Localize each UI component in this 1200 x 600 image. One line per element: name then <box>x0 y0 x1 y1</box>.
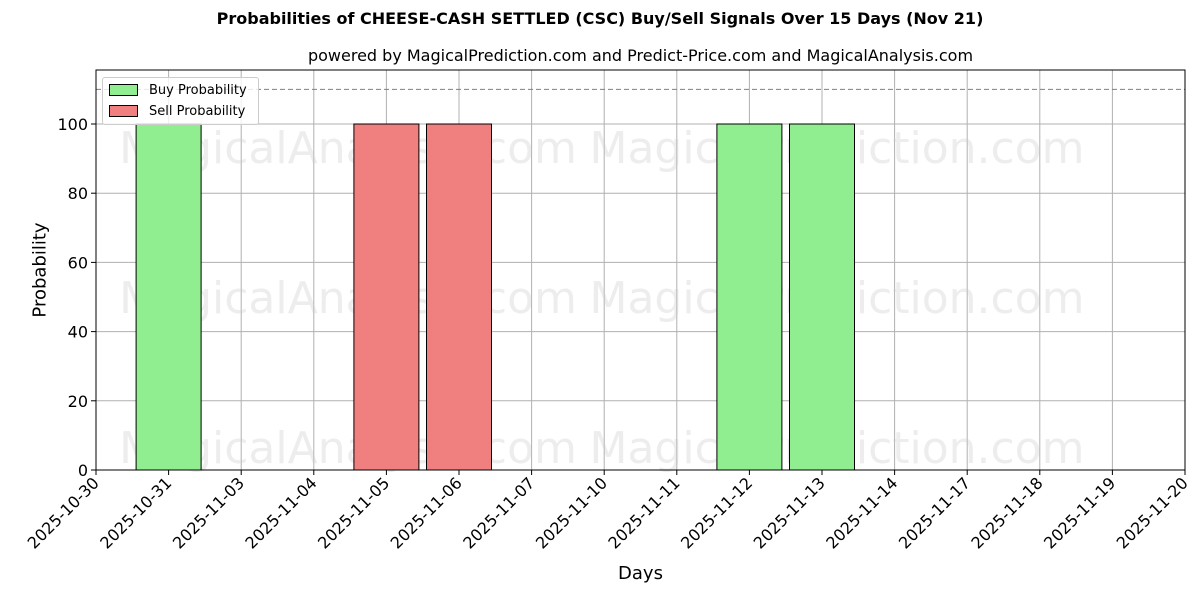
legend-buy-label: Buy Probability <box>149 82 247 98</box>
legend: Buy Probability Sell Probability <box>102 77 259 125</box>
bar-buy-probability-2025-10-31 <box>135 123 202 471</box>
svg-text:2025-11-05: 2025-11-05 <box>314 473 393 552</box>
watermarks: MagicalAnalysis.comMagicalPrediction.com… <box>119 123 1084 474</box>
svg-text:60: 60 <box>68 253 88 272</box>
svg-text:2025-11-10: 2025-11-10 <box>532 473 611 552</box>
x-axis-label: Days <box>618 563 663 584</box>
bar-buy-probability-2025-11-12 <box>716 123 783 471</box>
svg-text:2025-11-19: 2025-11-19 <box>1040 473 1119 552</box>
sell-swatch-icon <box>109 105 138 117</box>
chart-subtitle: powered by MagicalPrediction.com and Pre… <box>307 46 974 65</box>
legend-item-buy: Buy Probability <box>109 82 247 98</box>
svg-text:2025-11-12: 2025-11-12 <box>677 473 756 552</box>
svg-text:2025-11-11: 2025-11-11 <box>604 473 683 552</box>
svg-text:2025-11-03: 2025-11-03 <box>169 473 248 552</box>
y-axis-label: Probability <box>29 222 51 318</box>
x-axis-ticks: 2025-10-302025-10-312025-11-032025-11-04… <box>24 470 1192 553</box>
bar-buy-probability-2025-11-13 <box>789 123 855 471</box>
svg-text:2025-11-18: 2025-11-18 <box>967 473 1046 552</box>
bars <box>135 123 855 471</box>
svg-text:2025-11-07: 2025-11-07 <box>459 473 538 552</box>
svg-text:20: 20 <box>68 392 88 411</box>
plot-frame <box>95 69 1186 471</box>
legend-sell-label: Sell Probability <box>149 103 246 119</box>
svg-text:2025-10-30: 2025-10-30 <box>24 473 103 552</box>
svg-text:2025-11-20: 2025-11-20 <box>1113 473 1192 552</box>
svg-text:0: 0 <box>78 461 88 480</box>
svg-text:2025-11-13: 2025-11-13 <box>750 473 829 552</box>
svg-text:40: 40 <box>68 323 88 342</box>
svg-text:100: 100 <box>57 115 88 134</box>
svg-text:2025-11-06: 2025-11-06 <box>387 473 466 552</box>
svg-text:80: 80 <box>68 184 88 203</box>
bar-sell-probability-2025-11-06 <box>426 123 492 471</box>
buy-swatch-icon <box>109 84 138 96</box>
bar-sell-probability-2025-11-05 <box>353 123 420 471</box>
chart-title: Probabilities of CHEESE-CASH SETTLED (CS… <box>216 9 984 28</box>
svg-text:2025-11-04: 2025-11-04 <box>241 473 320 552</box>
y-axis-ticks: 0 20 40 60 80 100 <box>57 115 96 480</box>
svg-text:2025-11-17: 2025-11-17 <box>895 473 974 552</box>
legend-item-sell: Sell Probability <box>109 103 245 119</box>
svg-text:2025-11-14: 2025-11-14 <box>822 473 901 552</box>
svg-text:2025-10-31: 2025-10-31 <box>96 473 175 552</box>
